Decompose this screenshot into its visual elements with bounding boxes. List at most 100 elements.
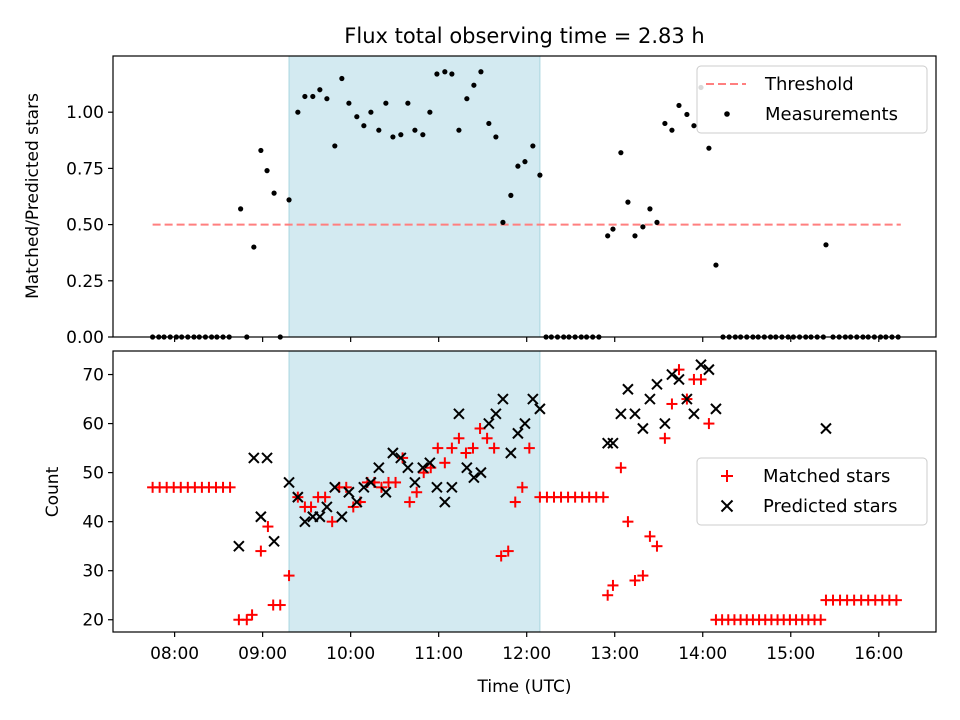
- predicted-stars-points: [233, 359, 832, 552]
- matched-star-point: [319, 491, 331, 503]
- predicted-star-point: [351, 496, 363, 508]
- matched-star-point: [432, 442, 444, 454]
- measurement-point: [669, 127, 675, 133]
- y-tick-label: 0.50: [66, 216, 104, 236]
- predicted-star-point: [395, 452, 407, 464]
- predicted-star-point: [666, 368, 678, 381]
- predicted-star-point: [607, 437, 619, 449]
- predicted-star-point: [402, 462, 414, 474]
- count-y-axis-ticks: 20 30 40 50 60 70: [82, 366, 113, 631]
- measurement-point: [251, 244, 257, 250]
- matched-star-point: [607, 579, 619, 591]
- matched-star-point: [411, 486, 423, 498]
- predicted-star-point: [233, 540, 245, 552]
- predicted-star-point: [601, 437, 614, 449]
- predicted-star-point: [380, 486, 392, 498]
- matched-star-point: [659, 432, 671, 444]
- predicted-star-point: [512, 427, 524, 440]
- measurement-point: [605, 233, 611, 239]
- matched-star-point: [673, 364, 685, 376]
- predicted-star-point: [615, 408, 627, 420]
- measurement-point: [317, 87, 323, 93]
- matched-star-point: [246, 609, 258, 621]
- predicted-star-point: [483, 417, 495, 430]
- measurement-point: [471, 82, 477, 88]
- measurement-point: [537, 172, 543, 178]
- matched-star-point: [615, 462, 627, 474]
- y-tick-label: 30: [82, 562, 104, 582]
- measurement-point: [271, 190, 277, 196]
- measurement-point: [625, 199, 631, 205]
- x-tick-label: 12:00: [502, 644, 551, 664]
- measurement-point: [420, 132, 426, 138]
- measurement-point: [302, 93, 308, 100]
- measurement-point: [486, 120, 492, 127]
- y-tick-label: 20: [82, 611, 104, 631]
- x-tick-label: 13:00: [590, 644, 639, 664]
- x-tick-label: 16:00: [854, 644, 903, 664]
- measurement-point: [412, 127, 418, 133]
- measurement-point: [398, 132, 404, 138]
- predicted-star-point: [673, 373, 685, 386]
- predicted-star-point: [468, 471, 480, 484]
- matched-star-point: [651, 540, 663, 552]
- predicted-star-point: [461, 462, 473, 474]
- matched-star-point: [602, 589, 614, 601]
- measurement-point: [376, 127, 382, 133]
- legend-matched-swatch: [721, 470, 733, 482]
- predicted-star-point: [283, 476, 295, 489]
- chart-title: Flux total observing time = 2.83 h: [344, 24, 704, 48]
- measurement-point: [632, 233, 638, 239]
- predicted-star-point: [629, 408, 641, 420]
- measurement-point: [354, 114, 360, 120]
- measurement-point: [640, 224, 646, 230]
- predicted-star-point: [431, 481, 443, 494]
- matched-star-point: [404, 496, 416, 508]
- predicted-star-point: [314, 511, 326, 523]
- matched-star-point: [460, 447, 472, 459]
- predicted-star-point: [505, 447, 517, 459]
- predicted-star-point: [336, 511, 348, 523]
- ratio-y-axis-label: Matched/Predicted stars: [23, 93, 43, 299]
- matched-star-point: [666, 398, 678, 410]
- y-tick-label: 0.00: [66, 328, 104, 348]
- measurement-point: [684, 111, 690, 118]
- matched-star-point: [446, 442, 458, 454]
- x-tick-label: 11:00: [414, 644, 463, 664]
- x-tick-label: 09:00: [238, 644, 287, 664]
- measurement-point: [500, 219, 506, 225]
- x-axis-label: Time (UTC): [477, 677, 572, 697]
- ratio-plot-frame: [112, 55, 937, 338]
- measurement-point: [713, 262, 719, 268]
- predicted-star-point: [644, 393, 656, 405]
- matched-star-point: [390, 476, 402, 488]
- measurement-point: [310, 93, 316, 100]
- measurement-point: [324, 96, 330, 102]
- matched-star-point: [622, 516, 634, 528]
- matched-star-point: [523, 442, 535, 454]
- predicted-star-point: [292, 491, 304, 503]
- predicted-star-point: [321, 501, 333, 513]
- legend-measurements-swatch: [724, 111, 730, 117]
- predicted-star-point: [261, 452, 273, 464]
- measurement-point: [238, 206, 244, 212]
- predicted-star-point: [299, 515, 311, 528]
- matched-star-point: [637, 570, 649, 582]
- matched-star-point: [509, 496, 521, 508]
- predicted-star-point: [373, 462, 385, 474]
- y-tick-label: 1.00: [66, 103, 104, 123]
- predicted-star-point: [268, 535, 280, 547]
- matched-star-point: [283, 570, 295, 582]
- matched-star-point: [695, 373, 707, 385]
- measurement-point: [654, 219, 660, 225]
- y-tick-label: 0.75: [66, 159, 104, 179]
- measurement-point: [508, 192, 514, 198]
- predicted-star-point: [681, 393, 693, 405]
- matched-star-point: [481, 432, 493, 444]
- ratio-y-axis-ticks: 0.00 0.25 0.50 0.75 1.00: [66, 103, 113, 348]
- matched-star-point: [255, 545, 267, 557]
- matched-star-point: [326, 516, 338, 528]
- measurement-point: [530, 143, 536, 149]
- count-legend: Matched stars Predicted stars: [696, 457, 928, 526]
